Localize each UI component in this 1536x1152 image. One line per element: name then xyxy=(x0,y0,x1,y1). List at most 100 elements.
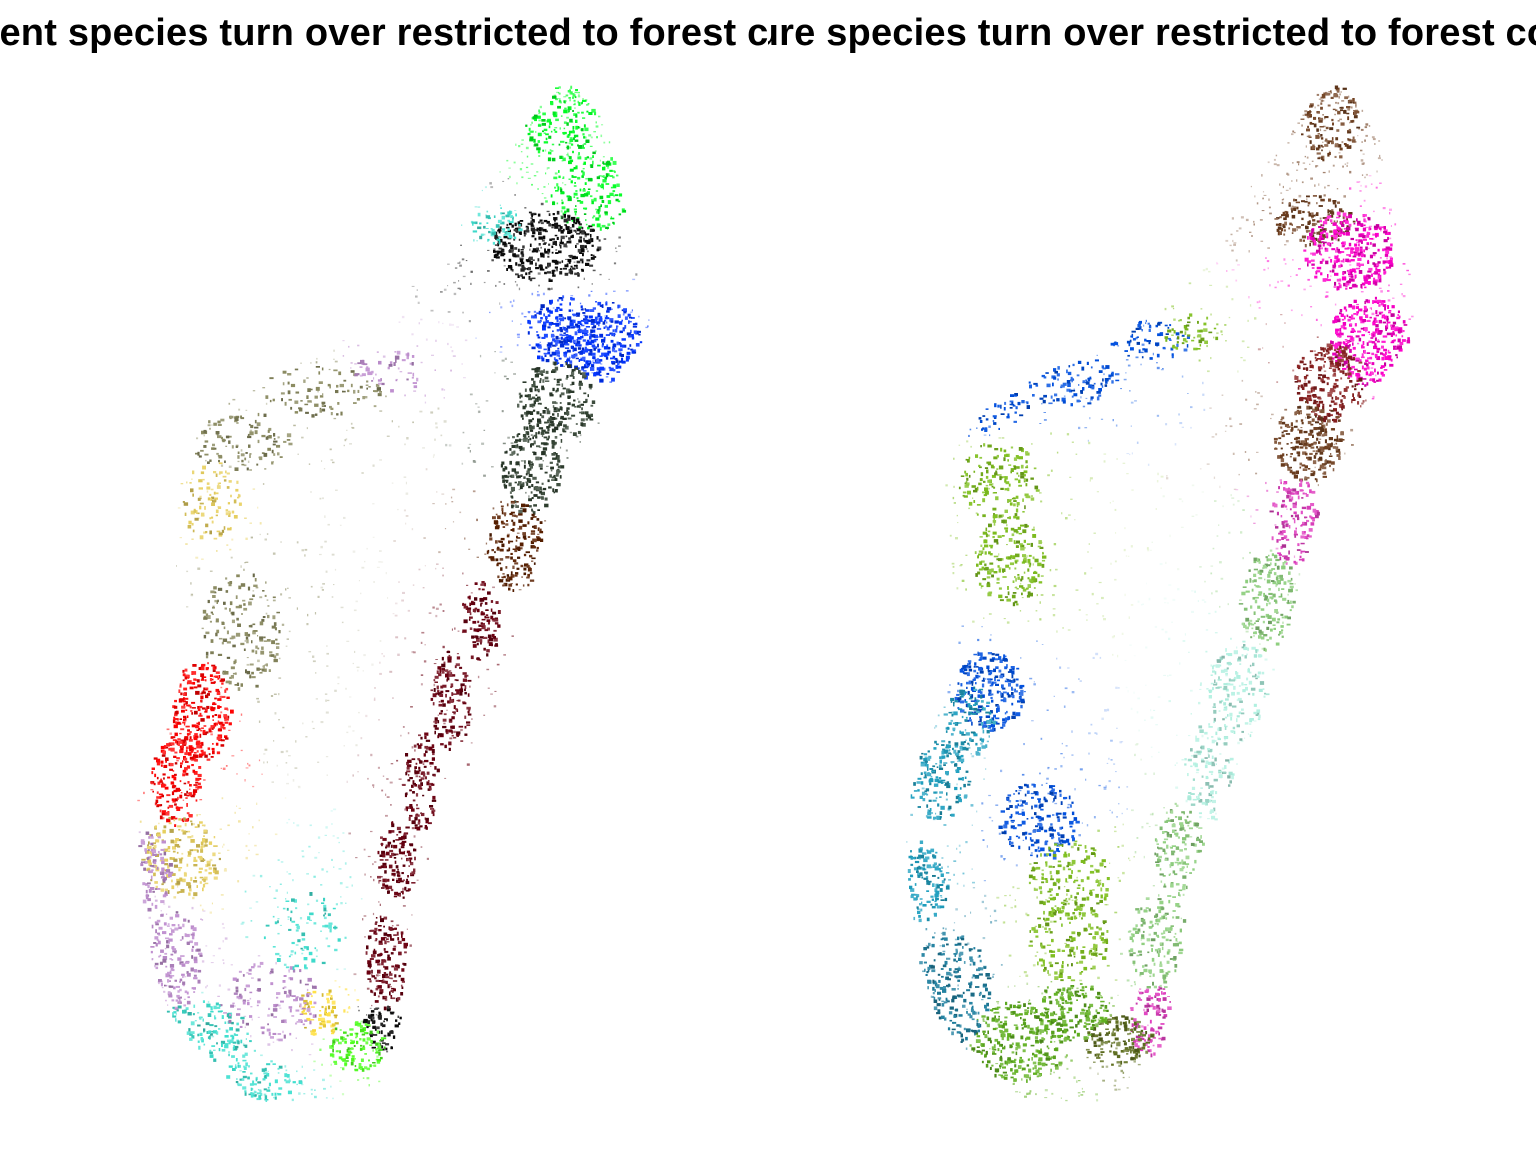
current-forest-pixel xyxy=(411,808,415,812)
current-forest-pixel xyxy=(533,114,538,118)
current-forest-pixel xyxy=(556,463,559,466)
current-forest-pixel xyxy=(542,130,544,133)
current-forest-pixel xyxy=(398,837,403,841)
current-forest-pixel xyxy=(326,999,330,1004)
current-forest-pixel xyxy=(434,675,439,679)
current-forest-pixel xyxy=(228,722,232,726)
current-forest-pixel xyxy=(197,782,201,786)
current-forest-pixel xyxy=(579,231,582,234)
current-forest-pixel xyxy=(551,453,556,456)
current-forest-pixel xyxy=(519,547,523,550)
current-forest-pixel xyxy=(197,1033,200,1037)
current-speckle xyxy=(223,869,227,872)
current-forest-pixel xyxy=(508,576,513,581)
current-forest-pixel xyxy=(577,176,581,180)
current-speckle xyxy=(320,586,324,589)
current-forest-pixel xyxy=(190,839,195,843)
current-forest-pixel xyxy=(513,236,517,240)
current-forest-pixel xyxy=(611,348,615,352)
current-forest-pixel xyxy=(447,673,450,677)
current-forest-pixel xyxy=(511,501,515,504)
current-speckle xyxy=(435,426,438,429)
current-forest-pixel xyxy=(379,859,384,861)
current-speckle xyxy=(398,321,401,323)
current-speckle xyxy=(315,672,317,674)
current-forest-pixel xyxy=(150,842,154,846)
current-forest-pixel xyxy=(354,1068,358,1071)
current-forest-pixel xyxy=(405,826,410,829)
current-speckle xyxy=(361,472,364,474)
current-forest-pixel xyxy=(277,1093,282,1096)
current-forest-pixel xyxy=(168,980,171,982)
current-speckle xyxy=(435,567,437,570)
current-forest-pixel xyxy=(379,854,384,857)
current-forest-pixel xyxy=(181,705,186,709)
current-forest-pixel xyxy=(522,381,527,383)
current-speckle xyxy=(241,921,245,924)
current-speckle xyxy=(356,666,360,668)
current-forest-pixel xyxy=(567,197,572,202)
current-forest-pixel xyxy=(414,770,418,775)
current-speckle xyxy=(445,503,447,505)
current-speckle xyxy=(383,1034,387,1037)
current-speckle xyxy=(349,876,352,879)
current-forest-pixel xyxy=(379,992,383,995)
current-forest-pixel xyxy=(472,608,476,613)
current-forest-pixel xyxy=(553,410,558,413)
current-forest-pixel xyxy=(431,810,435,814)
current-speckle xyxy=(326,870,329,873)
current-forest-pixel xyxy=(360,1058,364,1062)
current-forest-pixel xyxy=(525,551,530,554)
current-forest-pixel xyxy=(384,870,387,874)
current-speckle xyxy=(401,857,403,860)
current-forest-pixel xyxy=(212,743,214,745)
current-forest-pixel xyxy=(431,744,435,749)
current-speckle xyxy=(461,363,463,365)
current-forest-pixel xyxy=(170,839,174,844)
current-forest-pixel xyxy=(578,145,583,149)
current-forest-pixel xyxy=(221,1043,223,1047)
current-forest-pixel xyxy=(519,542,524,547)
current-speckle xyxy=(272,599,276,602)
current-speckle xyxy=(539,341,541,343)
current-forest-pixel xyxy=(183,872,187,877)
current-forest-pixel xyxy=(536,115,541,119)
current-forest-pixel xyxy=(576,341,579,344)
current-forest-pixel xyxy=(556,483,561,487)
current-forest-pixel xyxy=(534,314,537,318)
current-forest-pixel xyxy=(164,984,166,987)
current-forest-pixel xyxy=(566,208,570,213)
current-forest-pixel xyxy=(533,434,537,437)
current-forest-pixel xyxy=(272,1063,276,1065)
current-forest-pixel xyxy=(590,339,595,344)
current-speckle xyxy=(205,709,208,711)
current-speckle xyxy=(561,159,564,162)
current-forest-pixel xyxy=(478,624,483,627)
current-speckle xyxy=(566,116,569,119)
current-forest-pixel xyxy=(267,614,270,619)
current-speckle xyxy=(253,1049,256,1052)
current-speckle xyxy=(381,653,383,655)
current-speckle xyxy=(585,219,587,222)
current-speckle xyxy=(333,358,335,360)
current-forest-pixel xyxy=(559,155,563,159)
current-speckle xyxy=(538,446,542,448)
current-speckle xyxy=(366,547,368,550)
current-forest-pixel xyxy=(569,196,572,199)
current-forest-pixel xyxy=(347,1053,351,1057)
current-speckle xyxy=(373,581,375,583)
current-speckle xyxy=(374,861,377,863)
current-forest-pixel xyxy=(569,168,574,172)
current-forest-pixel xyxy=(199,1032,203,1036)
current-forest-pixel xyxy=(556,183,559,187)
current-forest-pixel xyxy=(220,744,225,747)
current-forest-pixel xyxy=(212,595,216,598)
current-forest-pixel xyxy=(551,245,554,248)
current-forest-pixel xyxy=(374,927,378,931)
current-speckle xyxy=(424,565,426,567)
current-forest-pixel xyxy=(202,887,204,892)
current-forest-pixel xyxy=(556,210,560,215)
current-speckle xyxy=(537,188,539,190)
current-forest-pixel xyxy=(506,534,510,538)
current-forest-pixel xyxy=(142,899,147,904)
